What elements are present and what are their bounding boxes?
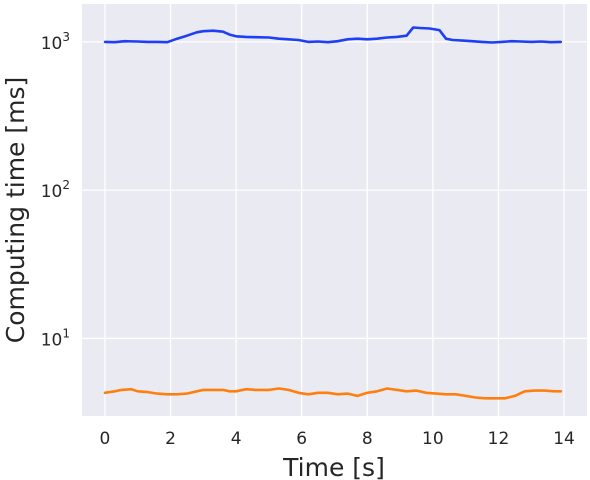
y-tick-label: 101 xyxy=(41,326,70,350)
x-tick-label: 0 xyxy=(100,429,111,449)
series-line-1 xyxy=(103,26,563,44)
y-tick-labels: 101 102 103 xyxy=(41,30,70,351)
x-tick-label: 4 xyxy=(231,429,242,449)
x-tick-label: 14 xyxy=(553,429,575,449)
x-tick-label: 10 xyxy=(422,429,444,449)
series-lines xyxy=(103,26,563,400)
x-tick-label: 8 xyxy=(362,429,373,449)
y-tick-label: 103 xyxy=(41,30,70,54)
x-tick-label: 12 xyxy=(488,429,510,449)
y-axis-title: Computing time [ms] xyxy=(1,77,30,344)
series-line-2 xyxy=(103,387,563,400)
x-tick-label: 6 xyxy=(296,429,307,449)
x-tick-labels: 0 2 4 6 8 10 12 14 xyxy=(100,429,575,449)
x-tick-label: 2 xyxy=(165,429,176,449)
y-tick-label: 102 xyxy=(41,178,70,202)
plot-area xyxy=(82,4,587,416)
x-axis-title: Time [s] xyxy=(282,453,385,480)
